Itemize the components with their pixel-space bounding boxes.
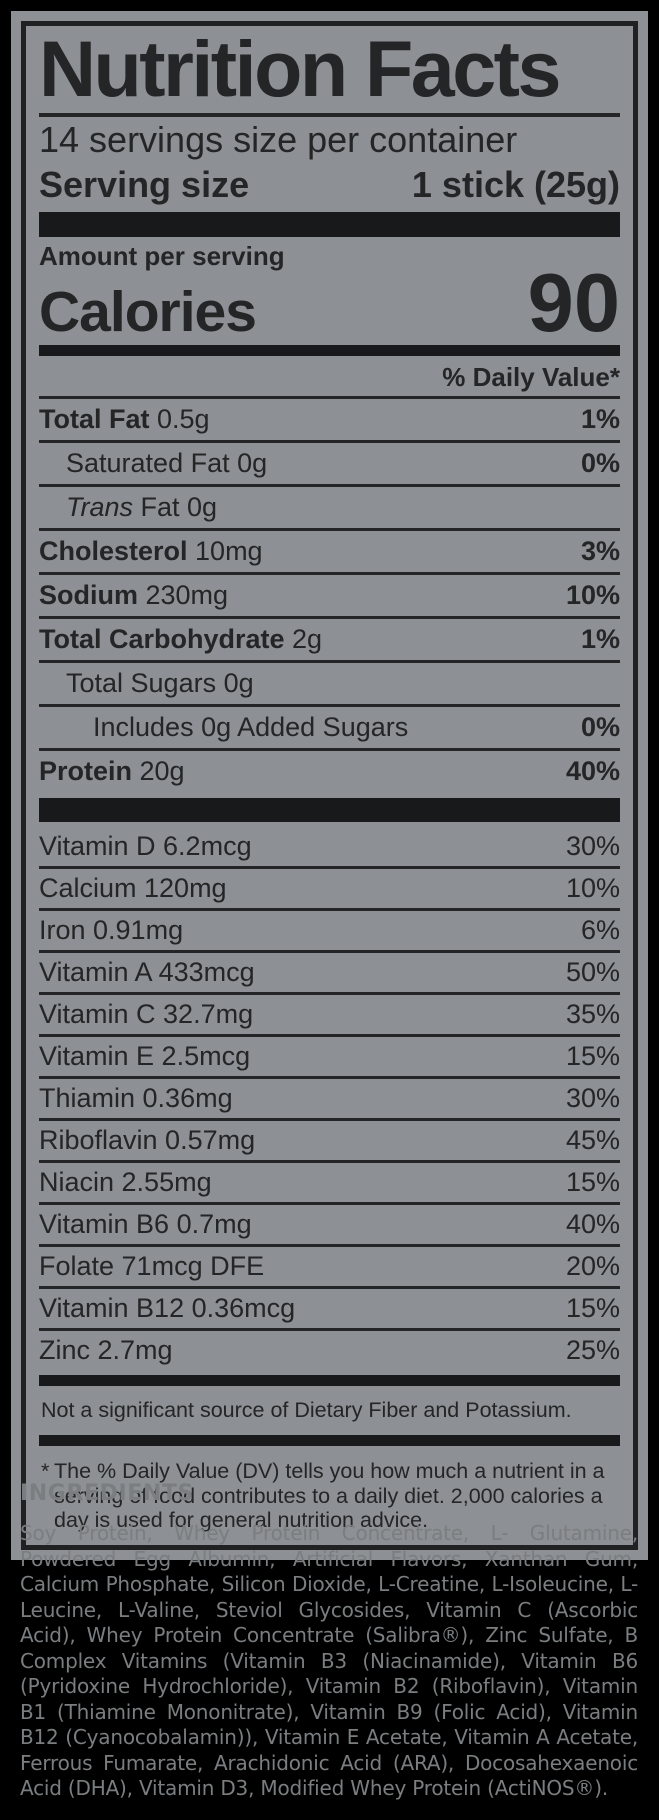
nutrient-name: Riboflavin 0.57mg — [39, 1125, 256, 1156]
insignificant-source-note: Not a significant source of Dietary Fibe… — [41, 1398, 572, 1423]
nutrient-row: Riboflavin 0.57mg 45% — [39, 1121, 620, 1164]
divider-bar-medium — [39, 1375, 620, 1387]
nutrient-daily-value: 15% — [565, 1041, 620, 1072]
nutrient-name: Total Sugars 0g — [66, 668, 254, 699]
nutrient-row: Cholesterol 10mg 3% — [39, 531, 620, 576]
nutrient-name: Folate 71mcg DFE — [39, 1251, 265, 1282]
nutrient-daily-value: 15% — [565, 1167, 620, 1198]
divider-bar-medium — [39, 1435, 620, 1447]
nutrient-name: Vitamin E 2.5mcg — [39, 1041, 251, 1072]
nutrient-row: Iron 0.91mg 6% — [39, 911, 620, 954]
nutrient-row: Vitamin D 6.2mcg 30% — [39, 827, 620, 870]
nutrient-name: Iron 0.91mg — [39, 915, 184, 946]
nutrient-daily-value: 1% — [580, 624, 620, 655]
nutrient-name: Niacin 2.55mg — [39, 1167, 212, 1198]
nutrient-row: Sodium 230mg 10% — [39, 575, 620, 620]
nutrient-row: Vitamin A 433mcg 50% — [39, 953, 620, 996]
nutrient-row: Saturated Fat 0g 0% — [39, 443, 620, 488]
daily-value-footnote: * The % Daily Value (DV) tells you how m… — [39, 1446, 620, 1537]
nutrient-name: Total Carbohydrate 2g — [39, 624, 323, 655]
nutrient-name: Vitamin B6 0.7mg — [39, 1209, 252, 1240]
nutrient-name: Total Fat 0.5g — [39, 404, 210, 435]
serving-size-value: 1 stick (25g) — [411, 164, 620, 206]
ingredients-section: INGREDIENTS Soy Protein, Whey Protein Co… — [20, 1481, 638, 1802]
nutrient-row: Vitamin E 2.5mcg 15% — [39, 1037, 620, 1080]
nutrient-name: Zinc 2.7mg — [39, 1335, 173, 1366]
nutrient-row: Vitamin B6 0.7mg 40% — [39, 1205, 620, 1248]
divider-bar-thick — [39, 212, 620, 238]
daily-value-header: % Daily Value* — [39, 356, 620, 400]
nutrient-daily-value: 0% — [580, 712, 620, 743]
nutrient-row: Zinc 2.7mg 25% — [39, 1331, 620, 1370]
nutrient-name: Vitamin B12 0.36mcg — [39, 1293, 296, 1324]
nutrient-row: Protein 20g 40% — [39, 751, 620, 792]
nutrient-row: Includes 0g Added Sugars 0% — [39, 707, 620, 752]
ingredients-heading: INGREDIENTS — [20, 1481, 194, 1506]
servings-per-container: 14 servings size per container — [39, 119, 518, 161]
nutrient-daily-value: 50% — [565, 957, 620, 988]
nutrient-name: Vitamin A 433mcg — [39, 957, 255, 988]
calories-label: Calories — [39, 280, 257, 345]
ingredients-text: Soy Protein, Whey Protein Concentrate, L… — [20, 1521, 638, 1800]
nutrient-name: Calcium 120mg — [39, 873, 227, 904]
nutrient-name: Trans Fat 0g — [66, 492, 218, 523]
nutrient-name: Protein 20g — [39, 756, 185, 787]
vitamin-mineral-rows: Vitamin D 6.2mcg 30% Calcium 120mg 10% Iron … — [39, 827, 620, 1370]
nutrient-row: Total Fat 0.5g 1% — [39, 399, 620, 444]
nutrient-row: Vitamin B12 0.36mcg 15% — [39, 1289, 620, 1332]
nutrient-daily-value: 6% — [580, 915, 620, 946]
nutrient-name: Vitamin C 32.7mg — [39, 999, 254, 1030]
nutrient-row: Total Carbohydrate 2g 1% — [39, 619, 620, 664]
nutrient-daily-value: 45% — [565, 1125, 620, 1156]
nutrient-name: Cholesterol 10mg — [39, 536, 263, 567]
nutrient-daily-value: 25% — [565, 1335, 620, 1366]
nutrition-facts-title: Nutrition Facts — [39, 27, 620, 118]
serving-size-label: Serving size — [39, 164, 250, 206]
nutrient-daily-value: 20% — [565, 1251, 620, 1282]
nutrition-facts-border-box: Nutrition Facts 14 servings size per con… — [21, 21, 638, 1550]
nutrient-name: Thiamin 0.36mg — [39, 1083, 233, 1114]
amount-per-serving-label: Amount per serving — [39, 241, 285, 272]
main-nutrient-rows: Total Fat 0.5g 1% Saturated Fat 0g 0% Trans … — [39, 399, 620, 792]
nutrient-name: Saturated Fat 0g — [66, 448, 268, 479]
nutrient-daily-value: 30% — [565, 1083, 620, 1114]
nutrient-name: Includes 0g Added Sugars — [93, 712, 409, 743]
divider-bar-medium — [39, 345, 620, 357]
footnote-text: The % Daily Value (DV) tells you how muc… — [54, 1459, 605, 1533]
nutrient-name: Vitamin D 6.2mcg — [39, 831, 252, 862]
nutrient-row: Thiamin 0.36mg 30% — [39, 1079, 620, 1122]
nutrient-row: Trans Fat 0g — [39, 487, 620, 532]
nutrient-row: Calcium 120mg 10% — [39, 869, 620, 912]
nutrient-row: Folate 71mcg DFE 20% — [39, 1247, 620, 1290]
nutrient-name: Sodium 230mg — [39, 580, 229, 611]
nutrient-row: Total Sugars 0g — [39, 663, 620, 708]
divider-bar-thick — [39, 798, 620, 823]
nutrient-daily-value: 10% — [565, 873, 620, 904]
nutrition-facts-panel: Nutrition Facts 14 servings size per con… — [11, 11, 648, 1560]
nutrient-daily-value: 15% — [565, 1293, 620, 1324]
nutrient-daily-value: 35% — [565, 999, 620, 1030]
nutrient-daily-value: 1% — [580, 404, 620, 435]
nutrient-daily-value: 40% — [565, 1209, 620, 1240]
nutrient-daily-value: 40% — [565, 756, 620, 787]
calories-value: 90 — [527, 256, 620, 350]
nutrient-daily-value: 10% — [565, 580, 620, 611]
nutrient-daily-value: 3% — [580, 536, 620, 567]
footnote-asterisk: * — [41, 1459, 50, 1484]
nutrient-row: Niacin 2.55mg 15% — [39, 1163, 620, 1206]
calories-row: Calories 90 — [39, 256, 620, 350]
nutrient-daily-value: 30% — [565, 831, 620, 862]
nutrient-daily-value: 0% — [580, 448, 620, 479]
serving-size-row: Serving size 1 stick (25g) — [39, 162, 620, 207]
nutrient-row: Vitamin C 32.7mg 35% — [39, 995, 620, 1038]
